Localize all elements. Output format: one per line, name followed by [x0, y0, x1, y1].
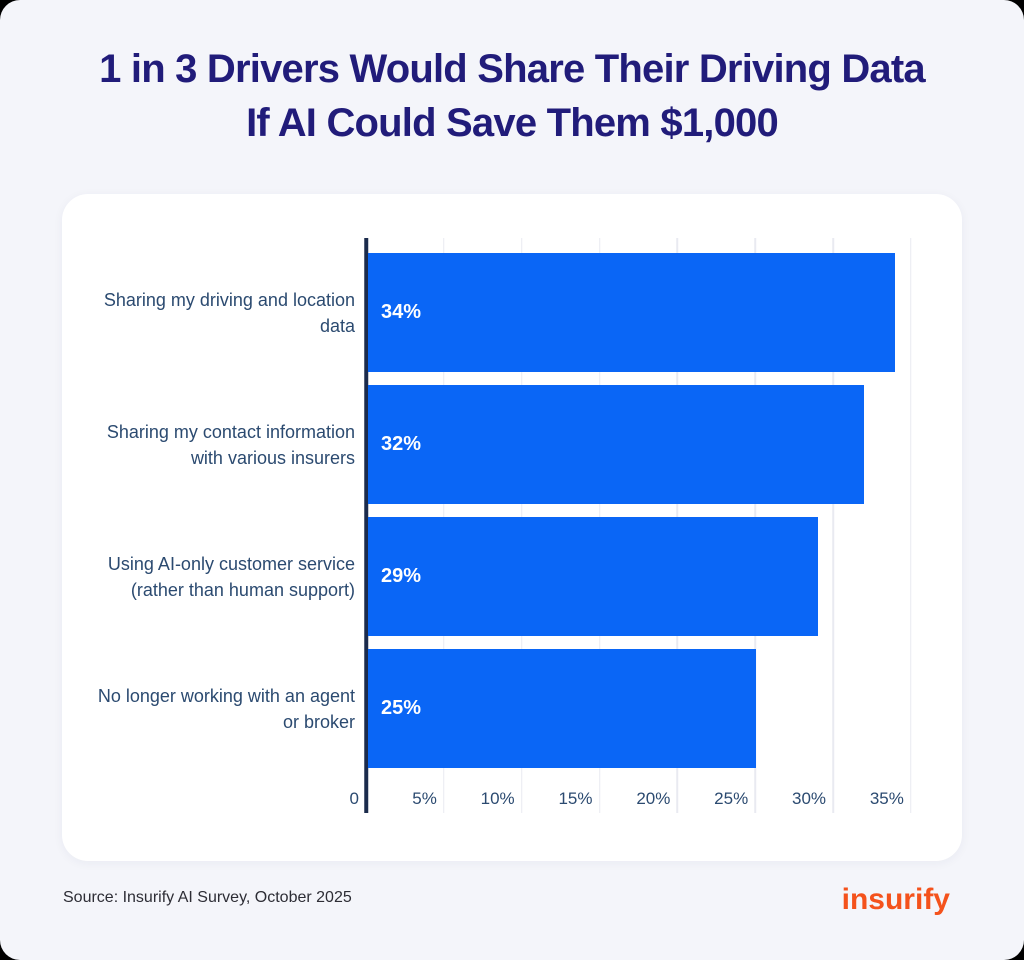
bar: 25%	[368, 649, 756, 768]
chart-title-line-1: 1 in 3 Drivers Would Share Their Driving…	[99, 47, 926, 91]
x-tick-label: 25%	[714, 789, 749, 808]
gridline	[832, 238, 834, 813]
bar-value-label: 29%	[381, 565, 422, 587]
bar-value-label: 25%	[381, 697, 422, 719]
x-tick-label: 20%	[636, 789, 671, 808]
bar-value-label: 34%	[381, 301, 422, 323]
category-label: Using AI-only customer service (rather t…	[107, 553, 355, 600]
chart-title-line-2: If AI Could Save Them $1,000	[246, 101, 779, 145]
bar-value-label: 32%	[381, 433, 422, 455]
category-label: Sharing my driving and location data	[103, 289, 355, 336]
chart-card: Sharing my driving and location data Sha…	[62, 194, 962, 861]
x-tick-label: 30%	[791, 789, 827, 808]
category-label: No longer working with an agent or broke…	[97, 685, 355, 732]
chart-title: 1 in 3 Drivers Would Share Their Driving…	[0, 42, 1024, 150]
plot-area: 0 5% 10% 15% 20% 25%	[350, 238, 942, 813]
x-tick-label: 15%	[558, 789, 593, 808]
x-tick-label: 10%	[480, 789, 515, 808]
gridline	[910, 238, 912, 813]
x-tick-label: 0	[349, 789, 359, 808]
category-label: Sharing my contact information with vari…	[106, 421, 355, 468]
x-tick-label: 5%	[412, 789, 437, 808]
bars-layer: 34% 32% 29% 25%	[368, 253, 942, 768]
bar: 32%	[368, 385, 865, 504]
y-axis-line	[364, 238, 368, 813]
insurify-logo: insurify	[841, 883, 950, 916]
x-tick-label: 35%	[869, 789, 904, 808]
source-note: Source: Insurify AI Survey, October 2025	[63, 889, 352, 906]
bar: 34%	[368, 253, 896, 372]
bar: 29%	[368, 517, 818, 636]
